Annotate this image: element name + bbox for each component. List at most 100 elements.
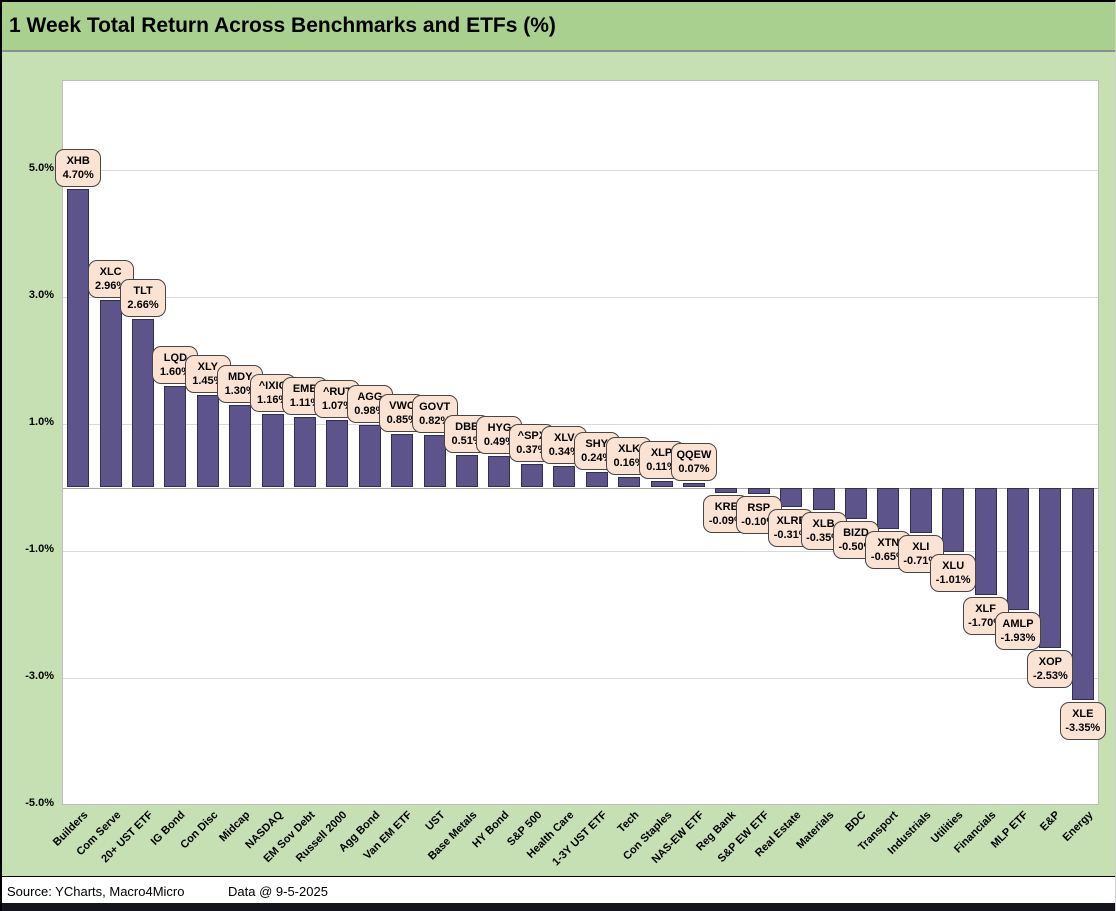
callout-value: -0.71% — [903, 554, 939, 567]
gridline — [63, 170, 1098, 171]
callout-value: -0.31% — [773, 529, 809, 542]
bar — [294, 417, 317, 488]
callout-value: 0.85% — [386, 413, 418, 426]
bar-label-callout: AMLP -1.93% — [994, 612, 1041, 651]
bar-label-callout: GOVT 0.82% — [411, 395, 458, 434]
callout-value: 0.82% — [419, 415, 451, 428]
bar — [650, 480, 673, 488]
callout-value: 1.16% — [257, 393, 289, 406]
callout-value: -1.93% — [1000, 632, 1036, 645]
zero-axis-line — [63, 487, 1098, 489]
callout-ticker: AMLP — [1002, 618, 1034, 631]
callout-value: 1.11% — [289, 397, 321, 409]
callout-ticker: RSP — [747, 501, 771, 514]
callout-value: -0.09% — [708, 515, 744, 528]
bar — [974, 487, 997, 596]
callout-value: -0.10% — [741, 515, 777, 528]
callout-ticker: XLY — [197, 361, 219, 374]
bar — [553, 465, 576, 488]
callout-value: 0.98% — [354, 405, 386, 418]
bar — [747, 487, 770, 494]
callout-value: 0.07% — [678, 463, 710, 476]
gridline — [63, 297, 1098, 298]
gridline — [63, 424, 1098, 425]
bar — [358, 425, 381, 488]
callout-value: -1.70% — [968, 617, 1003, 630]
y-axis-tick-label: 5.0% — [28, 162, 54, 174]
callout-value: 0.51% — [451, 435, 483, 448]
bar-label-callout: QQEW 0.07% — [670, 443, 717, 482]
callout-value: -0.35% — [806, 531, 841, 544]
callout-value: 0.11% — [646, 460, 677, 473]
callout-ticker: XLP — [650, 446, 673, 459]
bar-label-callout: TLT 2.66% — [120, 278, 167, 317]
callout-value: -0.65% — [870, 550, 906, 563]
data-date-text: Data @ 9-5-2025 — [228, 884, 328, 899]
callout-value: 1.60% — [159, 365, 192, 378]
bar — [1071, 487, 1094, 701]
bar-label-callout: XOP -2.53% — [1027, 650, 1074, 689]
callout-ticker: XLV — [554, 431, 575, 444]
bar — [261, 413, 284, 488]
callout-value: 1.45% — [192, 375, 224, 388]
callout-ticker: XLRE — [776, 515, 806, 528]
gridline — [63, 678, 1098, 679]
bar — [618, 477, 641, 488]
bar-label-callout: XLU -1.01% — [930, 553, 977, 592]
bar — [780, 487, 803, 508]
bar — [326, 419, 349, 488]
bar-label-callout: DBB 0.51% — [444, 415, 491, 454]
callout-ticker: XLU — [942, 559, 965, 572]
bar — [942, 487, 965, 552]
bar — [715, 487, 738, 494]
y-axis-tick-label: 3.0% — [28, 289, 54, 301]
chart-title: 1 Week Total Return Across Benchmarks an… — [2, 2, 1115, 52]
bar — [488, 456, 511, 488]
y-axis-tick-label: -5.0% — [25, 797, 54, 809]
bar-label-callout: XHB 4.70% — [55, 149, 102, 188]
callout-ticker: SHY — [585, 438, 609, 451]
bar — [1039, 487, 1062, 649]
source-text: Source: YCharts, Macro4Micro — [7, 884, 185, 899]
bar — [67, 189, 90, 488]
callout-ticker: XLE — [1072, 708, 1094, 721]
bar — [99, 299, 122, 488]
callout-value: 4.70% — [62, 169, 94, 182]
callout-ticker: EMB — [292, 383, 318, 395]
bar — [164, 385, 187, 488]
callout-ticker: VWO — [389, 399, 416, 412]
callout-value: 2.66% — [127, 298, 159, 311]
bar — [229, 404, 252, 488]
callout-ticker: HYG — [487, 422, 512, 435]
callout-value: 1.07% — [321, 399, 354, 412]
callout-ticker: AGG — [357, 391, 383, 404]
bar-label-callout: XLE -3.35% — [1059, 702, 1106, 741]
callout-ticker: DBB — [455, 421, 479, 434]
y-axis-tick-label: 1.0% — [28, 416, 54, 428]
callout-ticker: MDY — [228, 370, 253, 383]
callout-ticker: TLT — [133, 284, 153, 297]
y-axis-tick-label: -1.0% — [25, 543, 54, 555]
callout-value: 0.49% — [483, 436, 516, 449]
callout-ticker: XLI — [912, 540, 930, 553]
callout-value: 0.16% — [613, 457, 645, 470]
bar — [812, 487, 835, 510]
callout-ticker: ^SPX — [517, 430, 547, 442]
callout-value: -2.53% — [1032, 670, 1068, 683]
callout-ticker: XLB — [812, 517, 835, 530]
callout-value: -0.50% — [838, 541, 874, 554]
y-axis-tick-label: -3.0% — [25, 670, 54, 682]
bar — [423, 435, 446, 488]
gridline — [63, 551, 1098, 552]
bar — [391, 433, 414, 488]
callout-value: -1.01% — [935, 573, 971, 586]
callout-ticker: XOP — [1038, 656, 1062, 669]
callout-ticker: XLC — [99, 265, 122, 278]
bar — [520, 464, 543, 488]
bar — [682, 483, 705, 488]
bottom-strip — [2, 903, 1115, 911]
bar — [585, 472, 608, 488]
footer: Source: YCharts, Macro4Micro Data @ 9-5-… — [2, 876, 1115, 905]
callout-value: 1.30% — [224, 384, 256, 397]
callout-ticker: ^RUT — [322, 385, 352, 398]
